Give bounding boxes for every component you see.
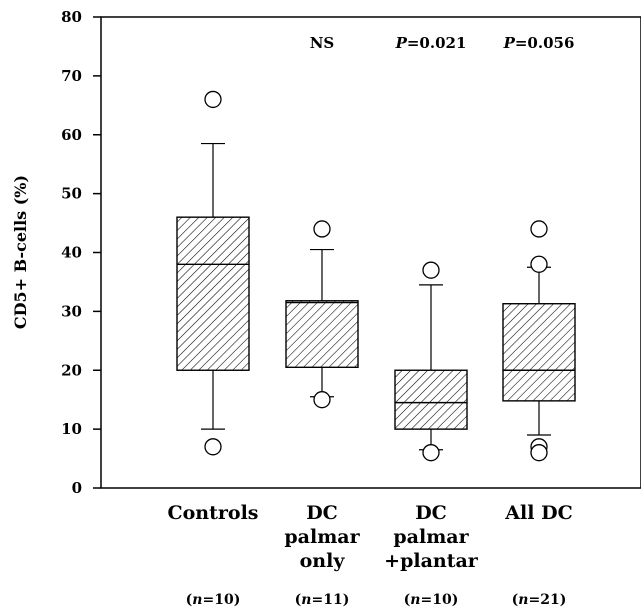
box-group bbox=[394, 261, 468, 462]
annotation-layer: NS P=0.021 P=0.056 bbox=[310, 34, 575, 52]
y-tick-label: 70 bbox=[61, 67, 82, 85]
category-label-layer: Controls (n=10) DC palmar only (n=11) DC palmar… bbox=[168, 502, 573, 608]
y-axis-label: CD5+ B-cells (%) bbox=[11, 175, 30, 329]
outlier-point bbox=[530, 444, 548, 462]
significance-annotation: NS bbox=[310, 34, 335, 52]
y-tick-label: 30 bbox=[61, 302, 82, 320]
y-tick-label: 10 bbox=[61, 420, 82, 438]
category-label: DC palmar +plantar bbox=[384, 502, 479, 572]
outlier-point bbox=[204, 90, 222, 109]
y-tick-label: 40 bbox=[61, 244, 82, 262]
outlier-point bbox=[422, 444, 440, 462]
sample-size-label: (n=10) bbox=[404, 592, 459, 608]
sample-size-label: (n=10) bbox=[186, 592, 241, 608]
outlier-point bbox=[313, 391, 331, 409]
outlier-point bbox=[530, 220, 548, 238]
y-tick-label: 20 bbox=[61, 361, 82, 379]
box-group bbox=[502, 220, 576, 462]
outlier-point bbox=[204, 438, 222, 456]
sample-size-label: (n=21) bbox=[512, 592, 567, 608]
outlier-point bbox=[530, 255, 548, 273]
iqr-box bbox=[285, 300, 359, 369]
category-label: All DC bbox=[504, 502, 572, 524]
box-group bbox=[176, 90, 250, 456]
iqr-box bbox=[176, 216, 250, 371]
category-label: DC palmar only bbox=[284, 502, 360, 572]
outlier-point bbox=[422, 261, 440, 279]
significance-annotation: P=0.056 bbox=[503, 34, 575, 52]
y-axis: 0 10 20 30 40 50 60 70 80 bbox=[61, 8, 101, 497]
y-tick-label: 60 bbox=[61, 126, 82, 144]
y-tick-label: 80 bbox=[61, 8, 82, 26]
box-group bbox=[285, 220, 359, 409]
y-tick-label: 50 bbox=[61, 185, 82, 203]
iqr-box bbox=[502, 303, 576, 402]
iqr-box bbox=[394, 369, 468, 430]
sample-size-label: (n=11) bbox=[295, 592, 350, 608]
box-group-layer bbox=[176, 90, 576, 462]
significance-annotation: P=0.021 bbox=[395, 34, 467, 52]
y-tick-label: 0 bbox=[72, 479, 82, 497]
outlier-point bbox=[313, 220, 331, 238]
category-label: Controls bbox=[168, 502, 259, 524]
